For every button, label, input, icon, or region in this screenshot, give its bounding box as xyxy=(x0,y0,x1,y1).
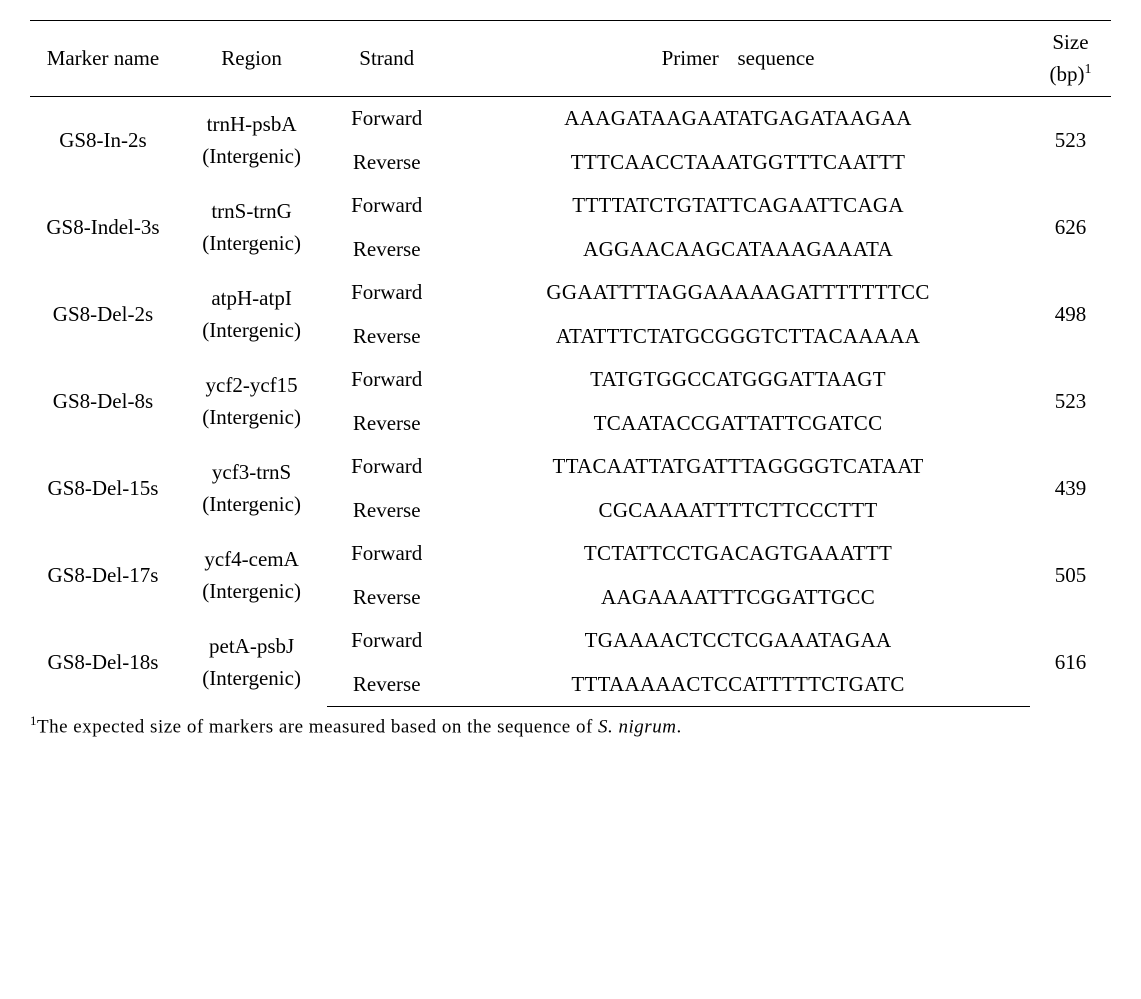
table-row: GS8-In-2strnH-psbA(Intergenic)ForwardAAA… xyxy=(30,97,1111,141)
cell-size: 523 xyxy=(1030,97,1111,185)
header-marker: Marker name xyxy=(30,21,176,97)
cell-sequence-forward: TTACAATTATGATTTAGGGGTCATAAT xyxy=(446,445,1030,489)
cell-sequence-forward: TCTATTCCTGACAGTGAAATTT xyxy=(446,532,1030,576)
cell-sequence-reverse: AAGAAAATTTCGGATTGCC xyxy=(446,576,1030,620)
table-row: GS8-Del-15sycf3-trnS(Intergenic)ForwardT… xyxy=(30,445,1111,489)
table-row: GS8-Indel-3strnS-trnG(Intergenic)Forward… xyxy=(30,184,1111,228)
cell-marker: GS8-Indel-3s xyxy=(30,184,176,271)
cell-marker: GS8-Del-17s xyxy=(30,532,176,619)
cell-sequence-reverse: AGGAACAAGCATAAAGAAATA xyxy=(446,228,1030,272)
header-strand: Strand xyxy=(327,21,446,97)
cell-marker: GS8-Del-2s xyxy=(30,271,176,358)
cell-sequence-forward: TATGTGGCCATGGGATTAAGT xyxy=(446,358,1030,402)
cell-sequence-reverse: CGCAAAATTTTCTTCCCTTT xyxy=(446,489,1030,533)
cell-strand-reverse: Reverse xyxy=(327,141,446,185)
cell-sequence-forward: TTTTATCTGTATTCAGAATTCAGA xyxy=(446,184,1030,228)
table-row: GS8-Del-2satpH-atpI(Intergenic)ForwardGG… xyxy=(30,271,1111,315)
cell-strand-reverse: Reverse xyxy=(327,663,446,707)
cell-marker: GS8-Del-8s xyxy=(30,358,176,445)
cell-strand-forward: Forward xyxy=(327,619,446,663)
cell-region: atpH-atpI(Intergenic) xyxy=(176,271,327,358)
cell-sequence-forward: GGAATTTTAGGAAAAAGATTTTTTTCC xyxy=(446,271,1030,315)
cell-size: 498 xyxy=(1030,271,1111,358)
cell-strand-forward: Forward xyxy=(327,271,446,315)
header-row: Marker name Region Strand Primer sequenc… xyxy=(30,21,1111,97)
header-primer-sequence: Primer sequence xyxy=(446,21,1030,97)
cell-marker: GS8-Del-15s xyxy=(30,445,176,532)
cell-region: ycf2-ycf15(Intergenic) xyxy=(176,358,327,445)
cell-region: ycf4-cemA(Intergenic) xyxy=(176,532,327,619)
cell-strand-reverse: Reverse xyxy=(327,489,446,533)
primer-table: Marker name Region Strand Primer sequenc… xyxy=(30,20,1111,707)
cell-strand-forward: Forward xyxy=(327,97,446,141)
cell-marker: GS8-Del-18s xyxy=(30,619,176,707)
cell-region: trnS-trnG(Intergenic) xyxy=(176,184,327,271)
cell-region: trnH-psbA(Intergenic) xyxy=(176,97,327,185)
cell-size: 626 xyxy=(1030,184,1111,271)
cell-sequence-reverse: TCAATACCGATTATTCGATCC xyxy=(446,402,1030,446)
cell-strand-reverse: Reverse xyxy=(327,402,446,446)
cell-sequence-forward: AAAGATAAGAATATGAGATAAGAA xyxy=(446,97,1030,141)
cell-size: 439 xyxy=(1030,445,1111,532)
table-row: GS8-Del-8sycf2-ycf15(Intergenic)ForwardT… xyxy=(30,358,1111,402)
table-body: GS8-In-2strnH-psbA(Intergenic)ForwardAAA… xyxy=(30,97,1111,707)
cell-sequence-reverse: TTTCAACCTAAATGGTTTCAATTT xyxy=(446,141,1030,185)
cell-size: 616 xyxy=(1030,619,1111,707)
footnote: 1The expected size of markers are measur… xyxy=(30,713,1111,738)
header-region: Region xyxy=(176,21,327,97)
table-row: GS8-Del-17sycf4-cemA(Intergenic)ForwardT… xyxy=(30,532,1111,576)
header-size: Size (bp)1 xyxy=(1030,21,1111,97)
cell-sequence-forward: TGAAAACTCCTCGAAATAGAA xyxy=(446,619,1030,663)
cell-strand-forward: Forward xyxy=(327,184,446,228)
cell-strand-forward: Forward xyxy=(327,445,446,489)
cell-strand-forward: Forward xyxy=(327,532,446,576)
cell-sequence-reverse: ATATTTCTATGCGGGTCTTACAAAAA xyxy=(446,315,1030,359)
cell-marker: GS8-In-2s xyxy=(30,97,176,185)
cell-strand-reverse: Reverse xyxy=(327,315,446,359)
cell-strand-reverse: Reverse xyxy=(327,228,446,272)
table-row: GS8-Del-18spetA-psbJ(Intergenic)ForwardT… xyxy=(30,619,1111,663)
cell-region: ycf3-trnS(Intergenic) xyxy=(176,445,327,532)
cell-size: 505 xyxy=(1030,532,1111,619)
cell-region: petA-psbJ(Intergenic) xyxy=(176,619,327,707)
cell-strand-forward: Forward xyxy=(327,358,446,402)
cell-strand-reverse: Reverse xyxy=(327,576,446,620)
cell-sequence-reverse: TTTAAAAACTCCATTTTTCTGATC xyxy=(446,663,1030,707)
cell-size: 523 xyxy=(1030,358,1111,445)
